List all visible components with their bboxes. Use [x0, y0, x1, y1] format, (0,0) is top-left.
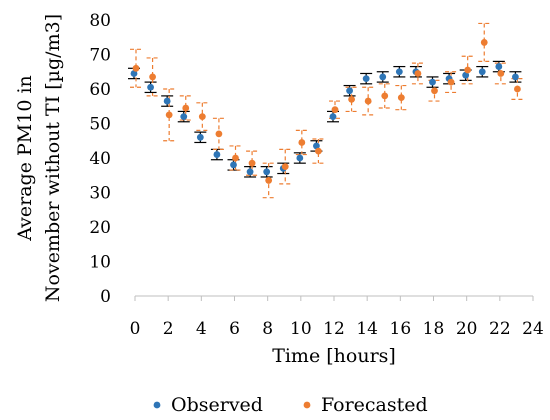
legend-label-forecasted: Forecasted: [321, 394, 428, 416]
y-tick-label: 70: [89, 46, 111, 66]
data-point-observed: [395, 68, 403, 76]
data-point-observed: [263, 168, 271, 176]
data-point-observed: [163, 97, 171, 105]
data-point-observed: [296, 154, 304, 162]
x-tick-label: 12: [323, 319, 345, 339]
x-tick-label: 2: [163, 319, 174, 339]
data-point-forecasted: [514, 85, 521, 93]
axes: [134, 295, 534, 301]
data-point-observed: [495, 63, 503, 70]
x-tick-label: 16: [390, 319, 412, 339]
x-tick-label: 6: [229, 319, 240, 339]
data-point-observed: [180, 113, 188, 120]
data-point-observed: [362, 75, 370, 83]
data-point-forecasted: [315, 147, 322, 155]
data-point-observed: [379, 73, 387, 81]
data-point-forecasted: [281, 163, 289, 171]
data-point-observed: [478, 68, 486, 76]
y-axis-title-line-1: Average PM10 in: [14, 75, 36, 242]
y-tick-label: 20: [89, 218, 111, 238]
data-point-forecasted: [497, 70, 505, 77]
data-point-observed: [230, 161, 237, 169]
data-point-forecasted: [132, 64, 140, 72]
data-point-forecasted: [331, 106, 339, 114]
x-tick-label: 8: [262, 319, 273, 339]
data-point-forecasted: [265, 177, 273, 184]
y-tick-label: 50: [89, 115, 111, 135]
x-tick-label: 24: [522, 319, 544, 339]
legend-label-observed: Observed: [171, 394, 263, 416]
data-point-observed: [462, 71, 470, 79]
data-point-forecasted: [149, 73, 156, 81]
x-tick-label: 18: [423, 319, 445, 339]
data-point-observed: [213, 151, 221, 158]
y-tick-labels: 0 10 20 30 40 50 60 70 80: [89, 11, 111, 307]
data-point-forecasted: [182, 104, 190, 112]
data-point-forecasted: [232, 154, 239, 162]
data-point-forecasted: [298, 139, 306, 146]
x-tick-label: 20: [456, 319, 478, 339]
x-tick-label: 22: [489, 319, 511, 339]
y-tick-label: 40: [89, 149, 111, 169]
data-point-observed: [246, 168, 254, 176]
y-axis-title: Average PM10 in November without TI [µg/…: [14, 14, 64, 302]
data-point-forecasted: [165, 111, 173, 119]
data-point-observed: [512, 73, 519, 81]
x-tick-label: 0: [130, 319, 141, 339]
y-tick-label: 0: [100, 287, 111, 307]
data-point-forecasted: [431, 87, 438, 95]
data-point-forecasted: [480, 39, 488, 46]
y-tick-label: 10: [89, 253, 111, 273]
x-axis-title: Time [hours]: [272, 345, 396, 367]
data-point-forecasted: [464, 66, 472, 74]
data-point-forecasted: [397, 94, 405, 102]
y-tick-label: 80: [89, 11, 111, 31]
data-point-forecasted: [215, 130, 223, 138]
data-point-observed: [147, 83, 154, 91]
y-tick-label: 60: [89, 80, 111, 100]
data-point-forecasted: [447, 78, 455, 86]
data-point-observed: [429, 78, 436, 86]
data-point-observed: [313, 142, 320, 150]
x-tick-label: 10: [290, 319, 312, 339]
data-point-forecasted: [364, 97, 372, 105]
legend: Observed Forecasted: [153, 394, 428, 416]
legend-marker-forecasted: [303, 401, 311, 409]
data-point-observed: [346, 87, 353, 95]
data-point-forecasted: [248, 159, 256, 167]
data-point-observed: [130, 70, 138, 77]
x-tick-label: 4: [196, 319, 207, 339]
data-point-observed: [196, 133, 204, 141]
data-point-forecasted: [414, 70, 422, 77]
data-point-forecasted: [381, 92, 389, 100]
data-points: [130, 39, 521, 184]
x-tick-label: 14: [356, 319, 378, 339]
data-point-observed: [329, 113, 337, 120]
x-tick-labels: 0 2 4 6 8 10 12 14 16 18 20 22 24: [130, 319, 544, 339]
data-point-forecasted: [348, 95, 355, 103]
data-point-forecasted: [198, 113, 206, 120]
legend-marker-observed: [153, 401, 161, 409]
y-axis-title-line-2: November without TI [µg/m3]: [42, 14, 64, 302]
y-tick-label: 30: [89, 184, 111, 204]
